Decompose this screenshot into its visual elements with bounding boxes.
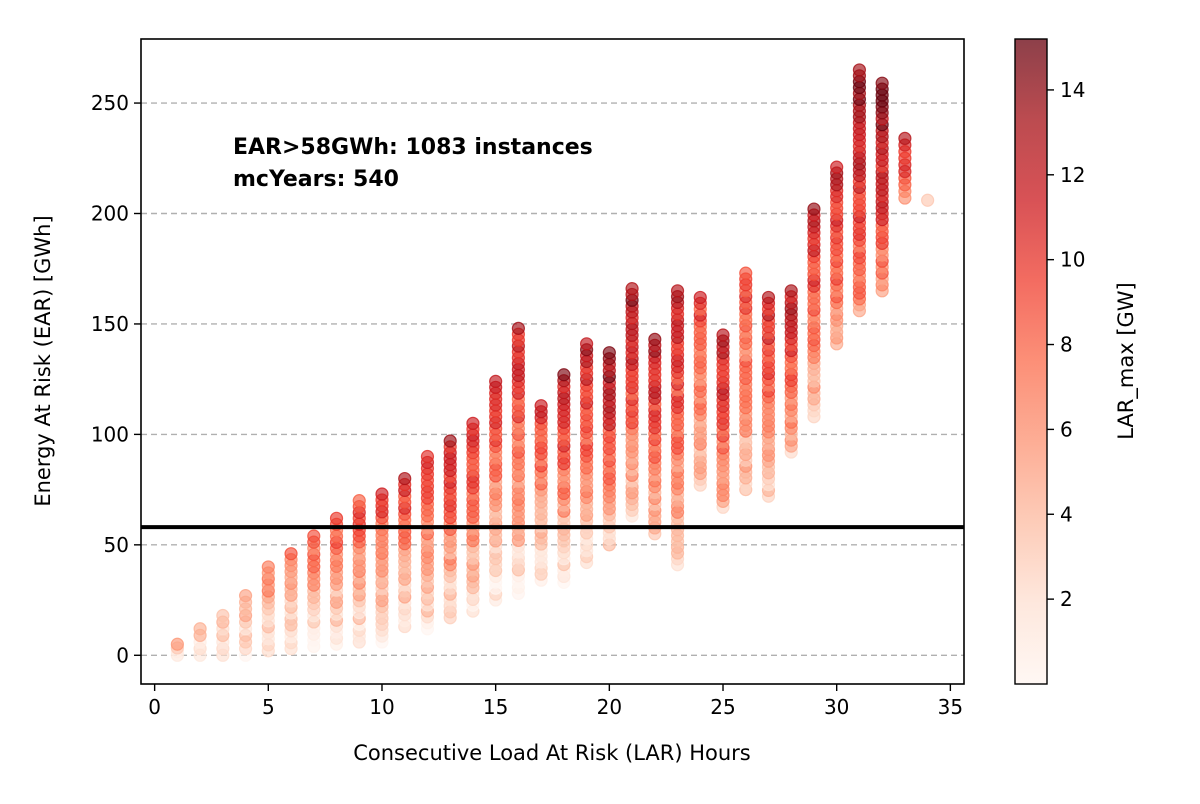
scatter-point [670,284,685,298]
x-tick-label: 25 [710,695,735,719]
y-tick-label: 50 [104,533,129,557]
plot-frame [140,38,965,685]
scatter-point [193,622,207,636]
x-tick-label: 15 [483,695,508,719]
y-tick-label: 0 [116,643,129,667]
colorbar-tick-label: 4 [1060,502,1073,526]
scatter-point [761,290,776,305]
scatter-point [261,560,275,574]
y-tick-label: 150 [91,312,129,336]
scatter-point [170,637,184,651]
scatter-point [852,63,867,77]
x-tick-label: 20 [597,695,622,719]
scatter-point [625,282,639,296]
scatter-point [716,328,730,342]
scatter-point [534,399,548,413]
x-axis-ticks: 0 5 10 15 20 25 30 35 [148,684,963,719]
scatter-point [375,487,389,501]
colorbar-tick-label: 10 [1060,248,1085,272]
x-tick-label: 10 [369,695,394,719]
scatter-points [170,63,935,662]
scatter-point [557,368,571,382]
scatter-point [830,160,844,174]
y-tick-label: 100 [91,422,129,446]
y-axis-ticks: 0 50 100 150 200 250 [91,91,141,667]
scatter-point [511,321,525,335]
y-axis-title: Energy At Risk (EAR) [GWh] [31,215,55,506]
x-tick-label: 30 [824,695,849,719]
scatter-point [807,202,821,216]
x-tick-label: 5 [262,695,275,719]
y-tick-label: 200 [91,202,129,226]
colorbar-ticks: 2 4 6 8 10 12 14 [1047,78,1085,611]
scatter-point [284,547,298,561]
scatter-point [307,529,321,543]
scatter-point [693,290,707,305]
scatter-point [648,332,662,347]
scatter-point [739,266,753,280]
scatter-point [898,131,912,146]
colorbar-tick-label: 14 [1060,78,1085,102]
scatter-point [489,374,503,388]
scatter-point [784,284,798,298]
colorbar-gradient [1014,38,1048,685]
colorbar-tick-label: 12 [1060,163,1085,187]
colorbar: 2 4 6 8 10 12 14 LAR_max [GW] [1014,38,1139,685]
x-tick-label: 0 [148,695,161,719]
scatter-point [329,511,344,525]
x-axis-title: Consecutive Load At Risk (LAR) Hours [353,741,751,765]
x-tick-label: 35 [938,695,963,719]
scatter-point [352,494,366,508]
scatter-point [443,434,457,448]
scatter-point [466,416,480,430]
scatter-point [602,346,616,360]
annotation-mcyears: mcYears: 540 [233,167,399,192]
colorbar-tick-label: 6 [1060,417,1073,441]
y-gridlines [141,102,964,656]
colorbar-tick-label: 2 [1060,587,1073,611]
colorbar-tick-label: 8 [1060,333,1073,357]
scatter-point [420,449,435,464]
annotation-instances: EAR>58GWh: 1083 instances [233,135,593,160]
colorbar-title: LAR_max [GW] [1114,282,1139,440]
scatter-point [398,471,412,486]
scatter-point [216,608,230,623]
y-tick-label: 250 [91,91,129,115]
scatter-point [921,193,935,207]
scatter-point [238,589,253,603]
scatter-point [875,76,889,90]
scatter-point [580,337,594,351]
